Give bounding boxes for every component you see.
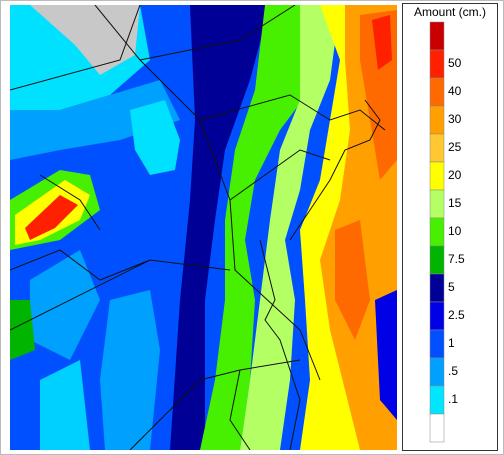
legend-swatch (429, 21, 445, 51)
legend-swatch (429, 329, 445, 359)
legend-swatch (429, 189, 445, 219)
legend-swatch (429, 245, 445, 275)
legend: Amount (cm.) (402, 3, 498, 451)
legend-label: 15 (448, 196, 462, 210)
legend-swatch (429, 133, 445, 163)
legend-swatch (429, 301, 445, 331)
legend-label: 25 (448, 140, 462, 154)
legend-label: 1 (448, 336, 455, 350)
legend-label: 50 (448, 56, 462, 70)
precipitation-map (10, 5, 397, 450)
legend-label: 20 (448, 168, 462, 182)
legend-label: 5 (448, 280, 455, 294)
legend-swatch (429, 49, 445, 79)
legend-swatch (429, 357, 445, 387)
legend-swatch (429, 161, 445, 191)
legend-label: 30 (448, 112, 462, 126)
legend-swatch (429, 385, 445, 415)
legend-label: 7.5 (448, 252, 465, 266)
legend-label: .5 (448, 364, 458, 378)
legend-swatch (429, 217, 445, 247)
legend-box (402, 3, 498, 451)
legend-swatch (429, 77, 445, 107)
legend-swatch (429, 105, 445, 135)
legend-title: Amount (cm.) (414, 5, 486, 19)
legend-label: 2.5 (448, 308, 465, 322)
legend-swatch (429, 413, 445, 443)
legend-label: .1 (448, 392, 458, 406)
legend-swatch (429, 273, 445, 303)
legend-label: 40 (448, 84, 462, 98)
legend-label: 10 (448, 224, 462, 238)
